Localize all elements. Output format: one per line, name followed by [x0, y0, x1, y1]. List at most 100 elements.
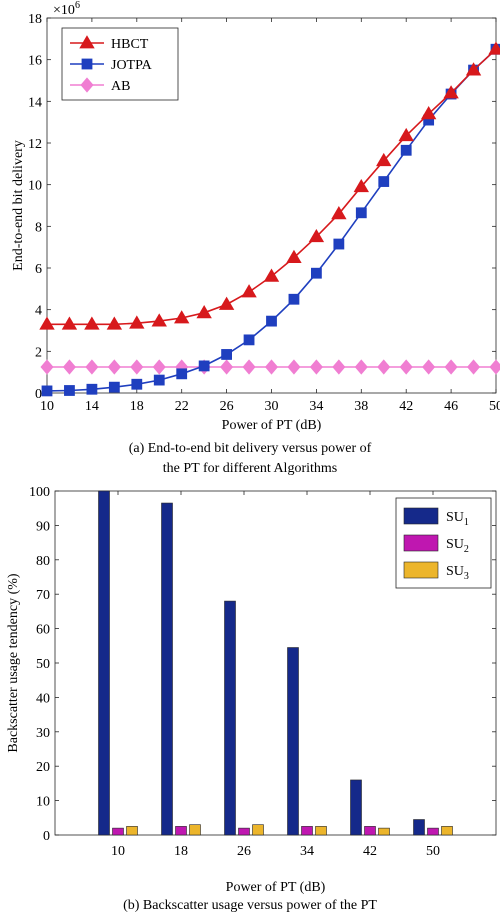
chart-a-point-ab	[40, 359, 54, 375]
chart-b-bar-su2	[301, 826, 313, 836]
chart-b-bar-su3	[252, 824, 264, 836]
chart-a-y-tick-label: 4	[35, 304, 42, 319]
chart-b-y-tick-label: 60	[36, 623, 50, 638]
chart-b-y-tick-label: 0	[43, 829, 50, 844]
chart-b-bar-su3	[378, 827, 390, 836]
chart-a-point-ab	[309, 359, 323, 375]
chart-b-x-tick-label: 18	[174, 844, 188, 859]
chart-a-point-ab	[152, 359, 166, 375]
chart-a-point-hbct	[84, 316, 100, 330]
chart-b-bar-su2	[112, 827, 124, 836]
chart-a-point-hbct	[465, 62, 482, 76]
chart-a-y-tick-label: 10	[28, 179, 42, 194]
chart-a-y-tick-label: 8	[35, 220, 42, 235]
chart-b-y-tick-label: 30	[36, 726, 50, 741]
caption-a-line2: the PT for different Algorithms	[162, 461, 338, 476]
chart-a-point-hbct	[420, 106, 437, 120]
chart-a-point-hbct	[39, 316, 55, 330]
chart-b-y-tick-label: 20	[36, 760, 50, 775]
chart-a-y-multiplier-exponent: 6	[75, 0, 80, 11]
chart-b-bar-su1	[98, 490, 110, 836]
chart-b-bar-su1	[161, 502, 173, 836]
chart-a-point-ab	[399, 359, 413, 375]
chart-b-bar-su2	[427, 827, 439, 836]
chart-a-point-ab	[422, 359, 436, 375]
chart-a-x-tick-label: 26	[220, 399, 234, 414]
chart-a-point-hbct	[443, 85, 459, 99]
chart-b-x-tick-label: 34	[300, 844, 314, 859]
chart-a-point-jotpa	[131, 378, 143, 390]
chart-b-bar-su2	[364, 826, 376, 836]
chart-b-legend-label-su2: SU2	[446, 537, 469, 555]
chart-a-point-ab	[444, 359, 458, 375]
chart-a-point-ab	[107, 359, 121, 375]
chart-a-point-hbct	[353, 178, 369, 193]
chart-b-x-axis-label: Power of PT (dB)	[226, 880, 326, 895]
chart-a-point-hbct	[174, 310, 190, 324]
chart-a-point-hbct	[151, 313, 167, 327]
caption-b: (b) Backscatter usage versus power of th…	[123, 898, 377, 913]
chart-a-legend-label-ab: AB	[111, 79, 130, 94]
chart-a-point-jotpa	[221, 349, 233, 360]
chart-a-point-hbct	[241, 284, 257, 298]
chart-a-y-tick-label: 2	[35, 345, 42, 360]
chart-b-y-tick-label: 50	[36, 657, 50, 672]
chart-b-y-tick-label: 40	[36, 691, 50, 706]
chart-a-point-ab	[332, 359, 346, 375]
chart-a-point-hbct	[129, 315, 145, 329]
chart-a-point-ab	[264, 359, 279, 375]
chart-a-y-multiplier: ×10	[53, 3, 75, 18]
chart-a-legend-marker-ab	[80, 77, 94, 93]
chart-a-x-tick-label: 18	[130, 399, 144, 414]
chart-a-x-tick-label: 38	[354, 399, 368, 414]
chart-b-y-tick-label: 90	[36, 519, 50, 534]
chart-b-bar-su1	[287, 647, 299, 836]
chart-b-y-tick-label: 70	[36, 588, 50, 603]
chart-a-point-hbct	[218, 296, 235, 310]
chart-a-point-hbct	[331, 206, 347, 220]
chart-a-y-tick-label: 18	[28, 12, 42, 27]
chart-a-point-jotpa	[378, 176, 390, 187]
chart-a-y-tick-label: 16	[28, 54, 42, 69]
caption-a-line1: (a) End-to-end bit delivery versus power…	[128, 441, 372, 456]
chart-b-y-tick-label: 80	[36, 554, 50, 569]
chart-a-point-jotpa	[198, 360, 210, 372]
chart-a-point-jotpa	[355, 207, 367, 219]
chart-a-point-hbct	[196, 304, 212, 319]
chart-a-y-tick-label: 12	[28, 137, 42, 152]
chart-b-bar-su1	[350, 779, 362, 836]
chart-a-point-ab	[85, 359, 99, 375]
chart-a-point-ab	[242, 359, 256, 375]
chart-b-y-tick-label: 100	[29, 485, 50, 500]
chart-a-point-jotpa	[153, 374, 165, 386]
chart-b-legend-swatch-su2	[403, 534, 439, 552]
chart-b-bar-su1	[224, 600, 236, 836]
chart-a-x-tick-label: 42	[399, 399, 413, 414]
chart-a-y-tick-label: 0	[35, 387, 42, 402]
chart-a-point-hbct	[286, 249, 302, 263]
chart-b-bar-su2	[175, 826, 187, 836]
chart-a-point-jotpa	[176, 368, 188, 380]
chart-a-x-tick-label: 14	[85, 399, 99, 414]
chart-a-x-axis-label: Power of PT (dB)	[222, 418, 322, 433]
chart-a-point-ab	[467, 359, 481, 375]
chart-b-x-tick-label: 50	[426, 844, 440, 859]
chart-b-legend-label-su3: SU3	[446, 564, 469, 582]
chart-a-point-jotpa	[266, 315, 277, 327]
chart-a-y-tick-label: 6	[35, 262, 42, 277]
chart-a-point-jotpa	[333, 238, 345, 250]
chart-a-point-hbct	[263, 268, 280, 282]
chart-b-bar-su3	[126, 826, 138, 836]
chart-a-x-tick-label: 22	[175, 399, 189, 414]
chart-a-x-tick-label: 50	[489, 399, 500, 414]
chart-a-x-tick-label: 46	[444, 399, 458, 414]
chart-a-x-tick-label: 10	[40, 399, 54, 414]
chart-a-point-jotpa	[310, 267, 322, 279]
chart-a-point-jotpa	[288, 293, 300, 305]
chart-b-x-tick-label: 10	[111, 844, 125, 859]
chart-a-point-jotpa	[400, 144, 412, 156]
chart-a-point-ab	[489, 359, 500, 375]
chart-b-bar-su3	[189, 824, 201, 836]
chart-a-point-jotpa	[86, 383, 98, 395]
chart-b-y-tick-label: 10	[36, 795, 50, 810]
